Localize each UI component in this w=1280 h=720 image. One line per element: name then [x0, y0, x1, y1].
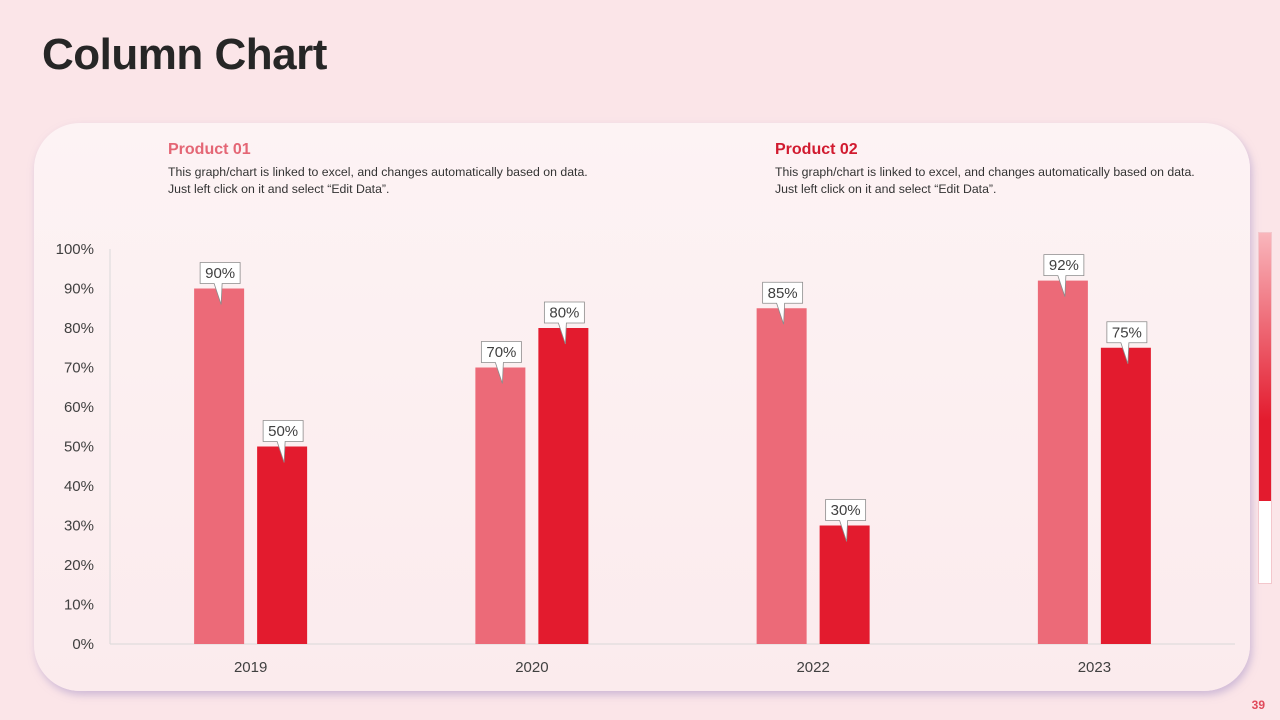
data-label-callout — [1043, 254, 1085, 297]
data-label-callout — [543, 301, 585, 345]
data-label: 70% — [486, 344, 516, 361]
bar-product-02 — [538, 328, 589, 644]
legend-product-01: Product 01 This graph/chart is linked to… — [168, 141, 608, 198]
data-label: 80% — [549, 305, 579, 322]
y-tick-label: 70% — [64, 360, 94, 377]
bar-product-01 — [475, 367, 526, 644]
data-label-callout — [762, 281, 804, 325]
data-label: 50% — [268, 423, 298, 440]
data-label: 75% — [1112, 324, 1142, 341]
x-tick-label: 2022 — [796, 659, 829, 676]
x-tick-label: 2023 — [1078, 659, 1111, 676]
y-tick-label: 80% — [64, 320, 94, 337]
data-label-callout — [199, 262, 241, 305]
data-label: 90% — [205, 265, 235, 282]
page-title: Column Chart — [42, 30, 327, 79]
x-tick-label: 2019 — [234, 659, 267, 676]
bar-product-01 — [194, 288, 245, 644]
y-tick-label: 20% — [64, 557, 94, 574]
bar-product-01 — [756, 308, 807, 644]
y-tick-label: 50% — [64, 439, 94, 456]
data-label: 85% — [768, 285, 798, 302]
legend-desc-product-01: This graph/chart is linked to excel, and… — [168, 165, 588, 196]
data-label-callout — [262, 420, 304, 463]
y-tick-label: 90% — [64, 281, 94, 298]
legend-desc-product-02: This graph/chart is linked to excel, and… — [775, 165, 1195, 196]
y-tick-label: 40% — [64, 478, 94, 495]
page-number: 39 — [1251, 698, 1265, 712]
scroll-indicator-fill — [1259, 233, 1271, 501]
legend-title-product-01: Product 01 — [168, 141, 251, 158]
legend-title-product-02: Product 02 — [775, 141, 858, 158]
legend-product-02: Product 02 This graph/chart is linked to… — [775, 141, 1215, 198]
y-tick-label: 30% — [64, 518, 94, 535]
data-label-callout — [825, 499, 867, 542]
data-label: 30% — [831, 502, 861, 519]
bar-product-02 — [819, 525, 870, 644]
data-label: 92% — [1049, 257, 1079, 274]
x-tick-label: 2020 — [515, 659, 548, 676]
y-tick-label: 60% — [64, 399, 94, 416]
data-label-callout — [480, 341, 522, 384]
y-tick-label: 0% — [72, 636, 94, 653]
scroll-indicator — [1258, 232, 1272, 584]
bar-product-01 — [1037, 280, 1088, 644]
bar-product-02 — [257, 446, 308, 644]
data-label-callout — [1106, 321, 1148, 364]
bar-product-02 — [1100, 347, 1151, 644]
y-tick-label: 100% — [56, 241, 94, 258]
y-tick-label: 10% — [64, 597, 94, 614]
